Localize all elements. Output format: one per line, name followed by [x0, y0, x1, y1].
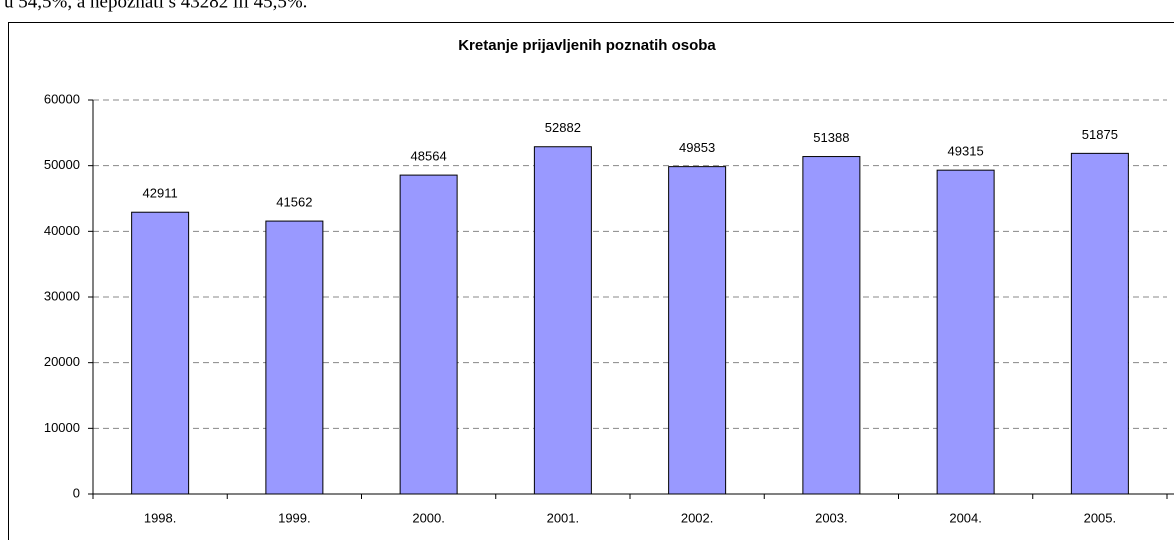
value-label: 51388	[813, 130, 849, 145]
bar	[131, 211, 190, 495]
y-tick-label: 40000	[44, 223, 80, 238]
x-tick-label: 1998.	[144, 510, 177, 525]
value-label: 48564	[411, 149, 447, 164]
value-label: 49853	[679, 140, 715, 155]
bar	[399, 174, 458, 495]
y-tick-label: 20000	[44, 354, 80, 369]
y-tick-label: 10000	[44, 420, 80, 435]
x-tick-label: 2002.	[681, 510, 714, 525]
x-tick-label: 2004.	[949, 510, 982, 525]
caption: u 54,5%, a nepoznati s 43282 ili 45,5%.	[4, 0, 307, 12]
y-tick-label: 50000	[44, 157, 80, 172]
bar	[533, 146, 592, 495]
value-label: 52882	[545, 120, 581, 135]
chart-title: Kretanje prijavljenih poznatih osoba	[458, 37, 716, 54]
value-label: 49315	[948, 144, 984, 159]
y-tick-label: 0	[73, 485, 80, 500]
value-label: 41562	[276, 195, 312, 210]
x-tick-label: 1999.	[278, 510, 311, 525]
bar	[802, 156, 861, 495]
y-tick-label: 60000	[44, 91, 80, 106]
x-tick-label: 2003.	[815, 510, 848, 525]
value-label: 51875	[1082, 127, 1118, 142]
bar	[668, 166, 727, 495]
bar	[1070, 152, 1129, 495]
bar	[936, 169, 995, 495]
x-tick-label: 2000.	[412, 510, 445, 525]
x-tick-label: 2005.	[1084, 510, 1117, 525]
x-tick-label: 2001.	[547, 510, 580, 525]
value-label: 42911	[143, 186, 178, 201]
bar	[265, 220, 324, 495]
y-tick-label: 30000	[44, 288, 80, 303]
